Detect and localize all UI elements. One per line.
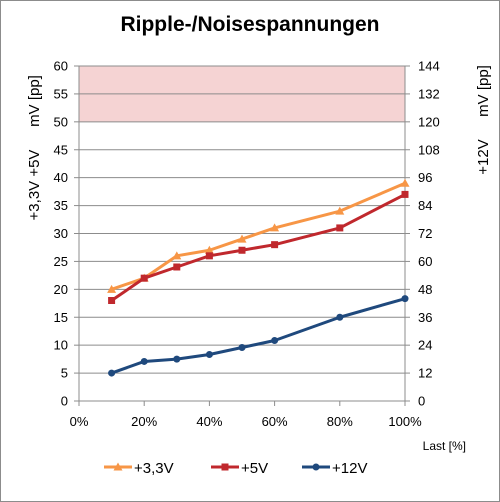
x-axis-label: Last [%] xyxy=(423,439,466,453)
y-right-axis-label-line-2: mV [pp] xyxy=(475,65,492,117)
y-left-tick-label: 5 xyxy=(61,366,68,381)
series-2-point xyxy=(336,313,344,321)
y-right-tick-label: 132 xyxy=(418,86,440,101)
legend-1-marker xyxy=(221,463,229,471)
y-right-tick-label: 0 xyxy=(418,394,425,409)
y-left-axis-label-line-2: mV [pp] xyxy=(26,75,43,127)
y-right-tick-label: 60 xyxy=(418,254,432,269)
series-1-point xyxy=(173,263,181,271)
x-tick-label: 40% xyxy=(196,414,222,429)
series-0-line xyxy=(110,181,407,291)
y-right-tick-label: 12 xyxy=(418,366,432,381)
x-tick-label: 60% xyxy=(262,414,288,429)
y-left-tick-label: 15 xyxy=(54,310,68,325)
series-0-point xyxy=(172,251,182,260)
series-0-point xyxy=(400,178,410,187)
legend-2-label: +12V xyxy=(332,460,367,477)
y-left-tick-label: 60 xyxy=(54,59,68,74)
legend-0-label: +3,3V xyxy=(134,460,174,477)
series-1-point xyxy=(108,297,116,304)
series-2-point xyxy=(140,357,148,365)
series-1-line xyxy=(110,192,407,302)
series-2-point xyxy=(173,355,181,363)
y-right-tick-label: 120 xyxy=(418,114,440,129)
y-left-tick-label: 20 xyxy=(54,282,68,297)
y-right-axis-label-line-1: +12V xyxy=(475,139,492,174)
series-2-point xyxy=(238,343,246,351)
series-2-point xyxy=(205,350,213,358)
x-tick-label: 0% xyxy=(70,414,89,429)
series-2-point xyxy=(108,369,116,377)
x-tick-label: 20% xyxy=(131,414,157,429)
legend-2-marker xyxy=(312,463,320,471)
series-1-point xyxy=(238,246,246,254)
y-right-tick-label: 72 xyxy=(418,226,432,241)
series-1-point xyxy=(336,224,344,232)
series-0-point xyxy=(335,206,345,215)
y-right-tick-label: 144 xyxy=(418,59,440,74)
y-left-tick-label: 35 xyxy=(54,198,68,213)
series-2-point xyxy=(401,295,409,303)
x-tick-label: 80% xyxy=(327,414,353,429)
y-left-tick-label: 40 xyxy=(54,170,68,185)
series-1-point xyxy=(205,252,213,260)
series-0-point xyxy=(237,234,247,243)
y-right-tick-label: 24 xyxy=(418,338,432,353)
series-0-point xyxy=(107,284,117,293)
legend-0-marker xyxy=(113,462,123,471)
y-right-tick-label: 36 xyxy=(418,310,432,325)
series-2-line xyxy=(110,297,407,375)
y-right-tick-label: 96 xyxy=(418,170,432,185)
series-0-point xyxy=(204,245,214,254)
x-tick-label: 100% xyxy=(388,414,422,429)
y-left-tick-label: 25 xyxy=(54,254,68,269)
series-1-point xyxy=(401,190,409,198)
y-left-axis-label-line-1: +3,3V +5V xyxy=(26,150,43,221)
y-left-tick-label: 50 xyxy=(54,114,68,129)
series-2-point xyxy=(271,337,279,345)
y-left-tick-label: 10 xyxy=(54,338,68,353)
y-left-tick-label: 0 xyxy=(61,394,68,409)
y-right-tick-label: 48 xyxy=(418,282,432,297)
y-left-tick-label: 45 xyxy=(54,142,68,157)
series-1-point xyxy=(140,274,148,282)
y-left-tick-label: 30 xyxy=(54,226,68,241)
y-left-tick-label: 55 xyxy=(54,86,68,101)
chart-title: Ripple-/Noisespannungen xyxy=(120,13,380,36)
series-0-point xyxy=(270,223,280,232)
legend-1-label: +5V xyxy=(241,460,268,477)
series-1-point xyxy=(271,241,279,249)
y-right-tick-label: 108 xyxy=(418,142,440,157)
y-right-tick-label: 84 xyxy=(418,198,432,213)
